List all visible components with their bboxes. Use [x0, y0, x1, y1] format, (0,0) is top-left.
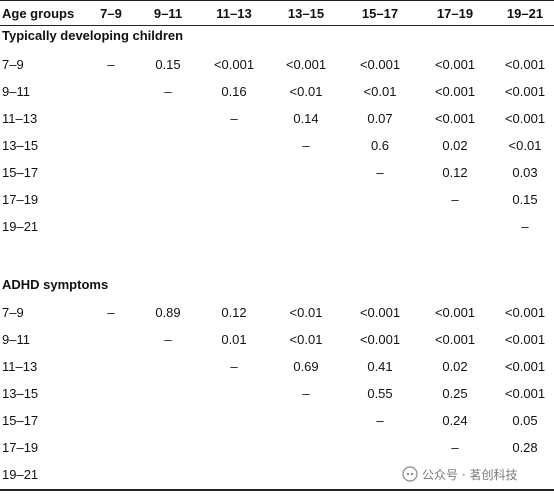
column-header: 19–21	[506, 6, 544, 21]
table-cell: –	[521, 219, 529, 234]
table-cell: <0.001	[213, 57, 255, 72]
table-cell: <0.001	[504, 359, 546, 374]
wechat-icon	[402, 466, 418, 482]
row-label: 11–13	[2, 111, 38, 126]
table-cell: 0.41	[367, 359, 393, 374]
table-cell: 0.07	[367, 111, 393, 126]
table-cell: <0.001	[434, 57, 476, 72]
row-label: 7–9	[2, 57, 24, 72]
table-cell: –	[107, 305, 115, 320]
row-label: 19–21	[2, 467, 39, 482]
table-cell: –	[164, 332, 172, 347]
table-cell: 0.25	[442, 386, 468, 401]
table-cell: 0.24	[442, 413, 468, 428]
table-cell: <0.01	[289, 332, 323, 347]
table-cell: <0.001	[434, 111, 476, 126]
table-cell: 0.12	[442, 165, 468, 180]
header-rule	[0, 25, 554, 26]
table-cell: 0.69	[293, 359, 319, 374]
row-label: 11–13	[2, 359, 38, 374]
table-cell: 0.89	[155, 305, 181, 320]
table-cell: <0.001	[504, 111, 546, 126]
watermark: 公众号 · 茗创科技	[402, 465, 517, 483]
table-cell: 0.02	[442, 359, 468, 374]
row-label: 7–9	[2, 305, 24, 320]
table-cell: –	[302, 138, 310, 153]
row-label: 17–19	[2, 440, 39, 455]
table-cell: 0.12	[221, 305, 247, 320]
column-header: 7–9	[100, 6, 122, 21]
section-title: Typically developing children	[2, 28, 184, 43]
table-cell: <0.001	[504, 57, 546, 72]
table-cell: <0.001	[359, 57, 401, 72]
table-cell: 0.15	[512, 192, 538, 207]
table-cell: <0.001	[434, 84, 476, 99]
table-cell: 0.55	[367, 386, 393, 401]
row-label: 17–19	[2, 192, 39, 207]
table-cell: <0.01	[289, 305, 323, 320]
header-age-groups: Age groups	[2, 6, 75, 21]
table-cell: <0.001	[504, 332, 546, 347]
table-cell: <0.001	[504, 84, 546, 99]
table-cell: 0.14	[293, 111, 319, 126]
table-cell: <0.001	[504, 386, 546, 401]
table-cell: <0.01	[289, 84, 323, 99]
watermark-text: 公众号 · 茗创科技	[422, 467, 518, 482]
bottom-rule	[0, 489, 554, 491]
table-cell: 0.28	[512, 440, 538, 455]
row-label: 15–17	[2, 413, 39, 428]
row-label: 13–15	[2, 386, 39, 401]
table-cell: <0.001	[285, 57, 327, 72]
column-header: 9–11	[153, 6, 183, 21]
table-cell: <0.001	[434, 305, 476, 320]
table-cell: <0.01	[508, 138, 542, 153]
table-cell: <0.001	[504, 305, 546, 320]
table-cell: 0.16	[221, 84, 247, 99]
row-label: 13–15	[2, 138, 39, 153]
column-header: 17–19	[436, 6, 474, 21]
row-label: 15–17	[2, 165, 39, 180]
section-title: ADHD symptoms	[2, 277, 109, 292]
row-label: 9–11	[2, 84, 30, 99]
table-cell: <0.001	[359, 305, 401, 320]
table-cell: <0.001	[434, 332, 476, 347]
column-header: 13–15	[287, 6, 325, 21]
table-cell: 0.01	[221, 332, 247, 347]
table-cell: –	[451, 192, 459, 207]
table-cell: –	[164, 84, 172, 99]
table-cell: –	[302, 386, 310, 401]
row-label: 9–11	[2, 332, 30, 347]
table-cell: –	[107, 57, 115, 72]
table-cell: –	[376, 413, 384, 428]
table-cell: <0.01	[363, 84, 397, 99]
table-cell: 0.15	[155, 57, 181, 72]
table-cell: <0.001	[359, 332, 401, 347]
table-cell: –	[230, 111, 238, 126]
table-cell: –	[230, 359, 238, 374]
table-cell: –	[451, 440, 459, 455]
row-label: 19–21	[2, 219, 39, 234]
column-header: 11–13	[216, 6, 252, 21]
table-cell: 0.03	[512, 165, 538, 180]
top-rule	[0, 0, 554, 1]
column-header: 15–17	[361, 6, 399, 21]
table-cell: 0.02	[442, 138, 468, 153]
table-cell: 0.05	[512, 413, 538, 428]
table-cell: 0.6	[370, 138, 390, 153]
table-cell: –	[376, 165, 384, 180]
